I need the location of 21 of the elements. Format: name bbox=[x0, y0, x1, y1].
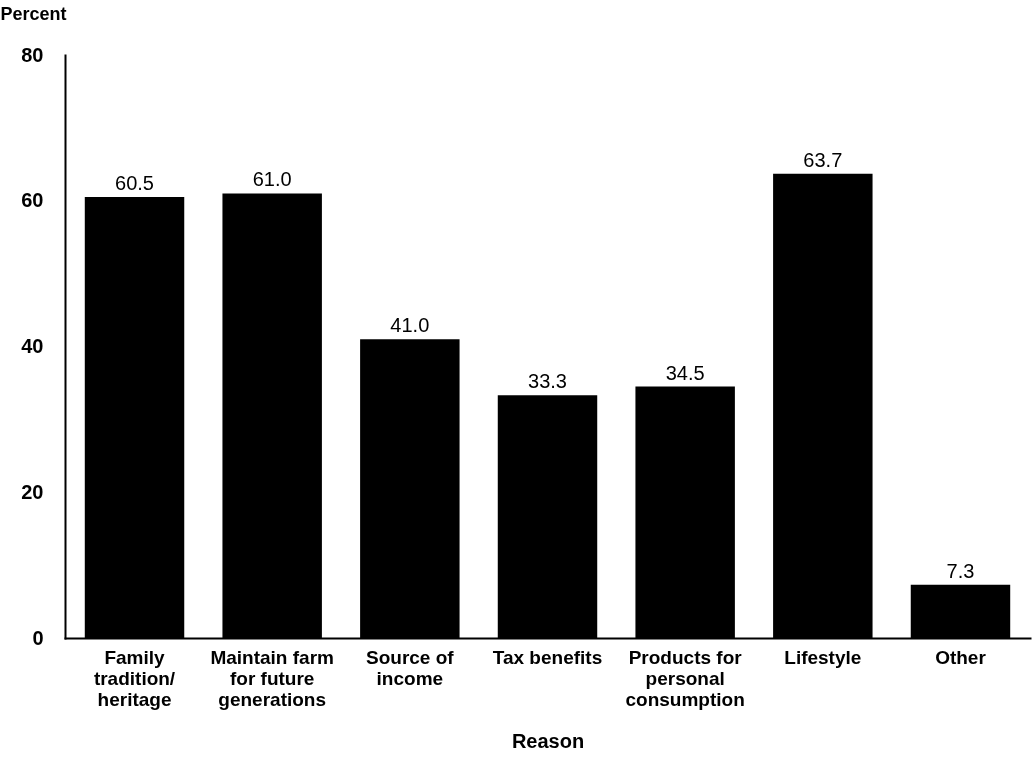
x-tick-label: Lifestyle bbox=[784, 646, 862, 668]
data-label: 7.3 bbox=[946, 559, 975, 582]
x-tick-label: Source of income bbox=[366, 646, 455, 689]
y-tick-label: 20 bbox=[21, 480, 44, 503]
data-label: 41.0 bbox=[390, 314, 430, 337]
data-label: 60.5 bbox=[115, 172, 154, 195]
data-label: 61.0 bbox=[252, 168, 292, 191]
x-tick-label: Tax benefits bbox=[492, 646, 603, 668]
x-tick-label: Other bbox=[935, 646, 987, 668]
data-label: 33.3 bbox=[528, 370, 567, 393]
y-tick-label: 60 bbox=[21, 189, 44, 212]
x-axis-title: Reason bbox=[511, 729, 585, 752]
x-tick-label: Family tradition/ heritage bbox=[93, 646, 176, 710]
y-tick-label: 0 bbox=[32, 626, 44, 649]
x-tick-label: Products for personal consumption bbox=[625, 646, 745, 710]
y-axis-title: Percent bbox=[0, 3, 67, 24]
data-label: 34.5 bbox=[665, 361, 705, 384]
y-tick-label: 80 bbox=[21, 43, 44, 66]
data-label: 63.7 bbox=[803, 148, 843, 171]
x-tick-label: Maintain farm for future generations bbox=[210, 646, 334, 710]
y-tick-label: 40 bbox=[21, 335, 44, 357]
